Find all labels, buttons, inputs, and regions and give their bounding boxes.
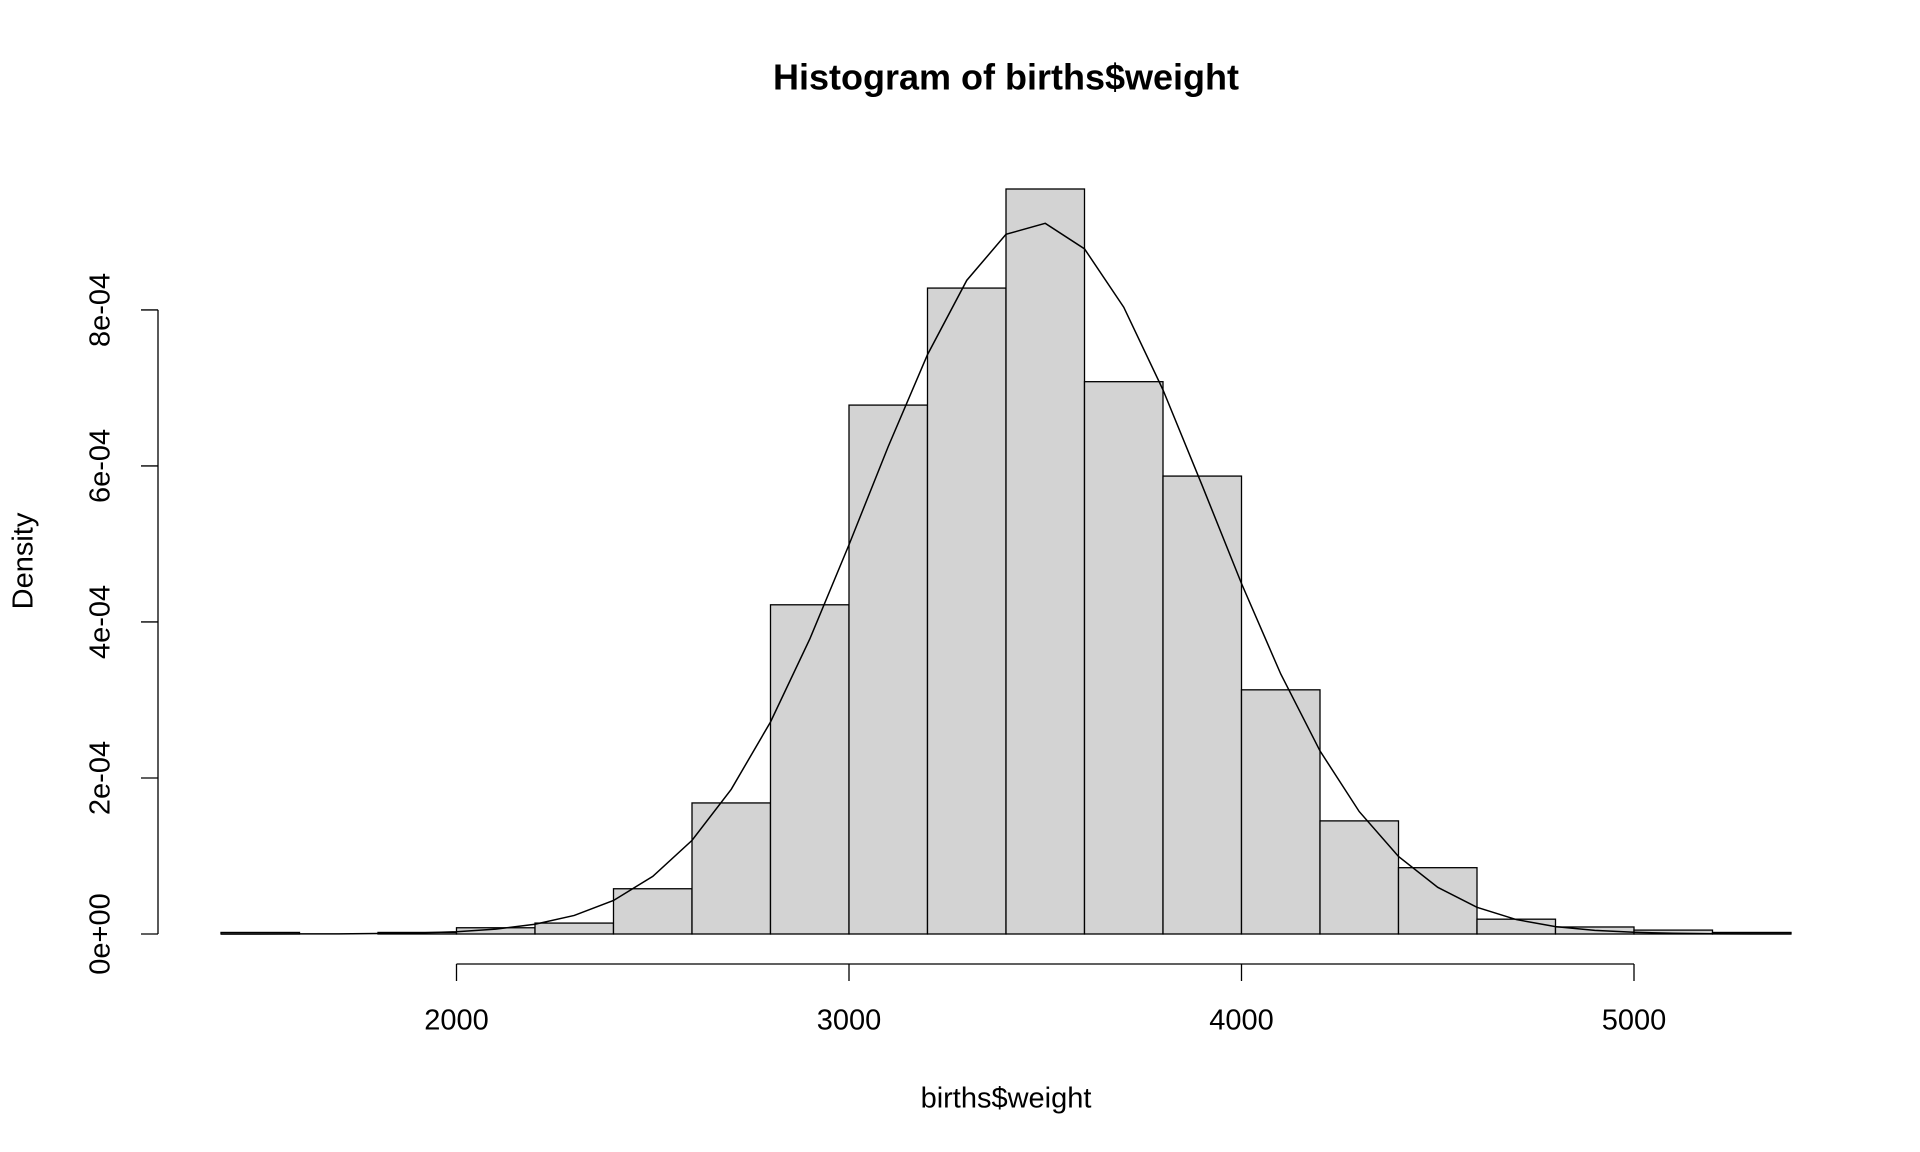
y-tick-label: 0e+00 xyxy=(85,893,117,974)
histogram-bar xyxy=(1083,381,1164,935)
histogram-bar xyxy=(1005,188,1086,935)
histogram-bar xyxy=(691,802,772,935)
histogram-bar xyxy=(1476,918,1557,935)
y-tick-label: 2e-04 xyxy=(85,741,117,815)
y-tick-label: 4e-04 xyxy=(85,585,117,659)
histogram-bar xyxy=(926,287,1007,935)
histogram-bar xyxy=(848,404,929,935)
x-tick-label: 5000 xyxy=(1602,1005,1667,1037)
x-tick-label: 2000 xyxy=(424,1005,489,1037)
x-axis-label: births$weight xyxy=(921,1083,1092,1115)
histogram-bar xyxy=(769,604,850,935)
y-axis-label: Density xyxy=(8,512,40,609)
y-tick-label: 6e-04 xyxy=(85,429,117,503)
chart-title: Histogram of births$weight xyxy=(773,57,1239,98)
y-tick-label: 8e-04 xyxy=(85,273,117,347)
histogram-bar xyxy=(612,888,693,935)
density-curve xyxy=(221,222,1792,935)
histogram-bar xyxy=(534,922,615,935)
histogram-bar xyxy=(1319,820,1400,935)
x-tick-label: 3000 xyxy=(817,1005,882,1037)
x-tick-label: 4000 xyxy=(1209,1005,1274,1037)
histogram-bar xyxy=(1240,689,1321,935)
histogram-bar xyxy=(1162,475,1243,935)
